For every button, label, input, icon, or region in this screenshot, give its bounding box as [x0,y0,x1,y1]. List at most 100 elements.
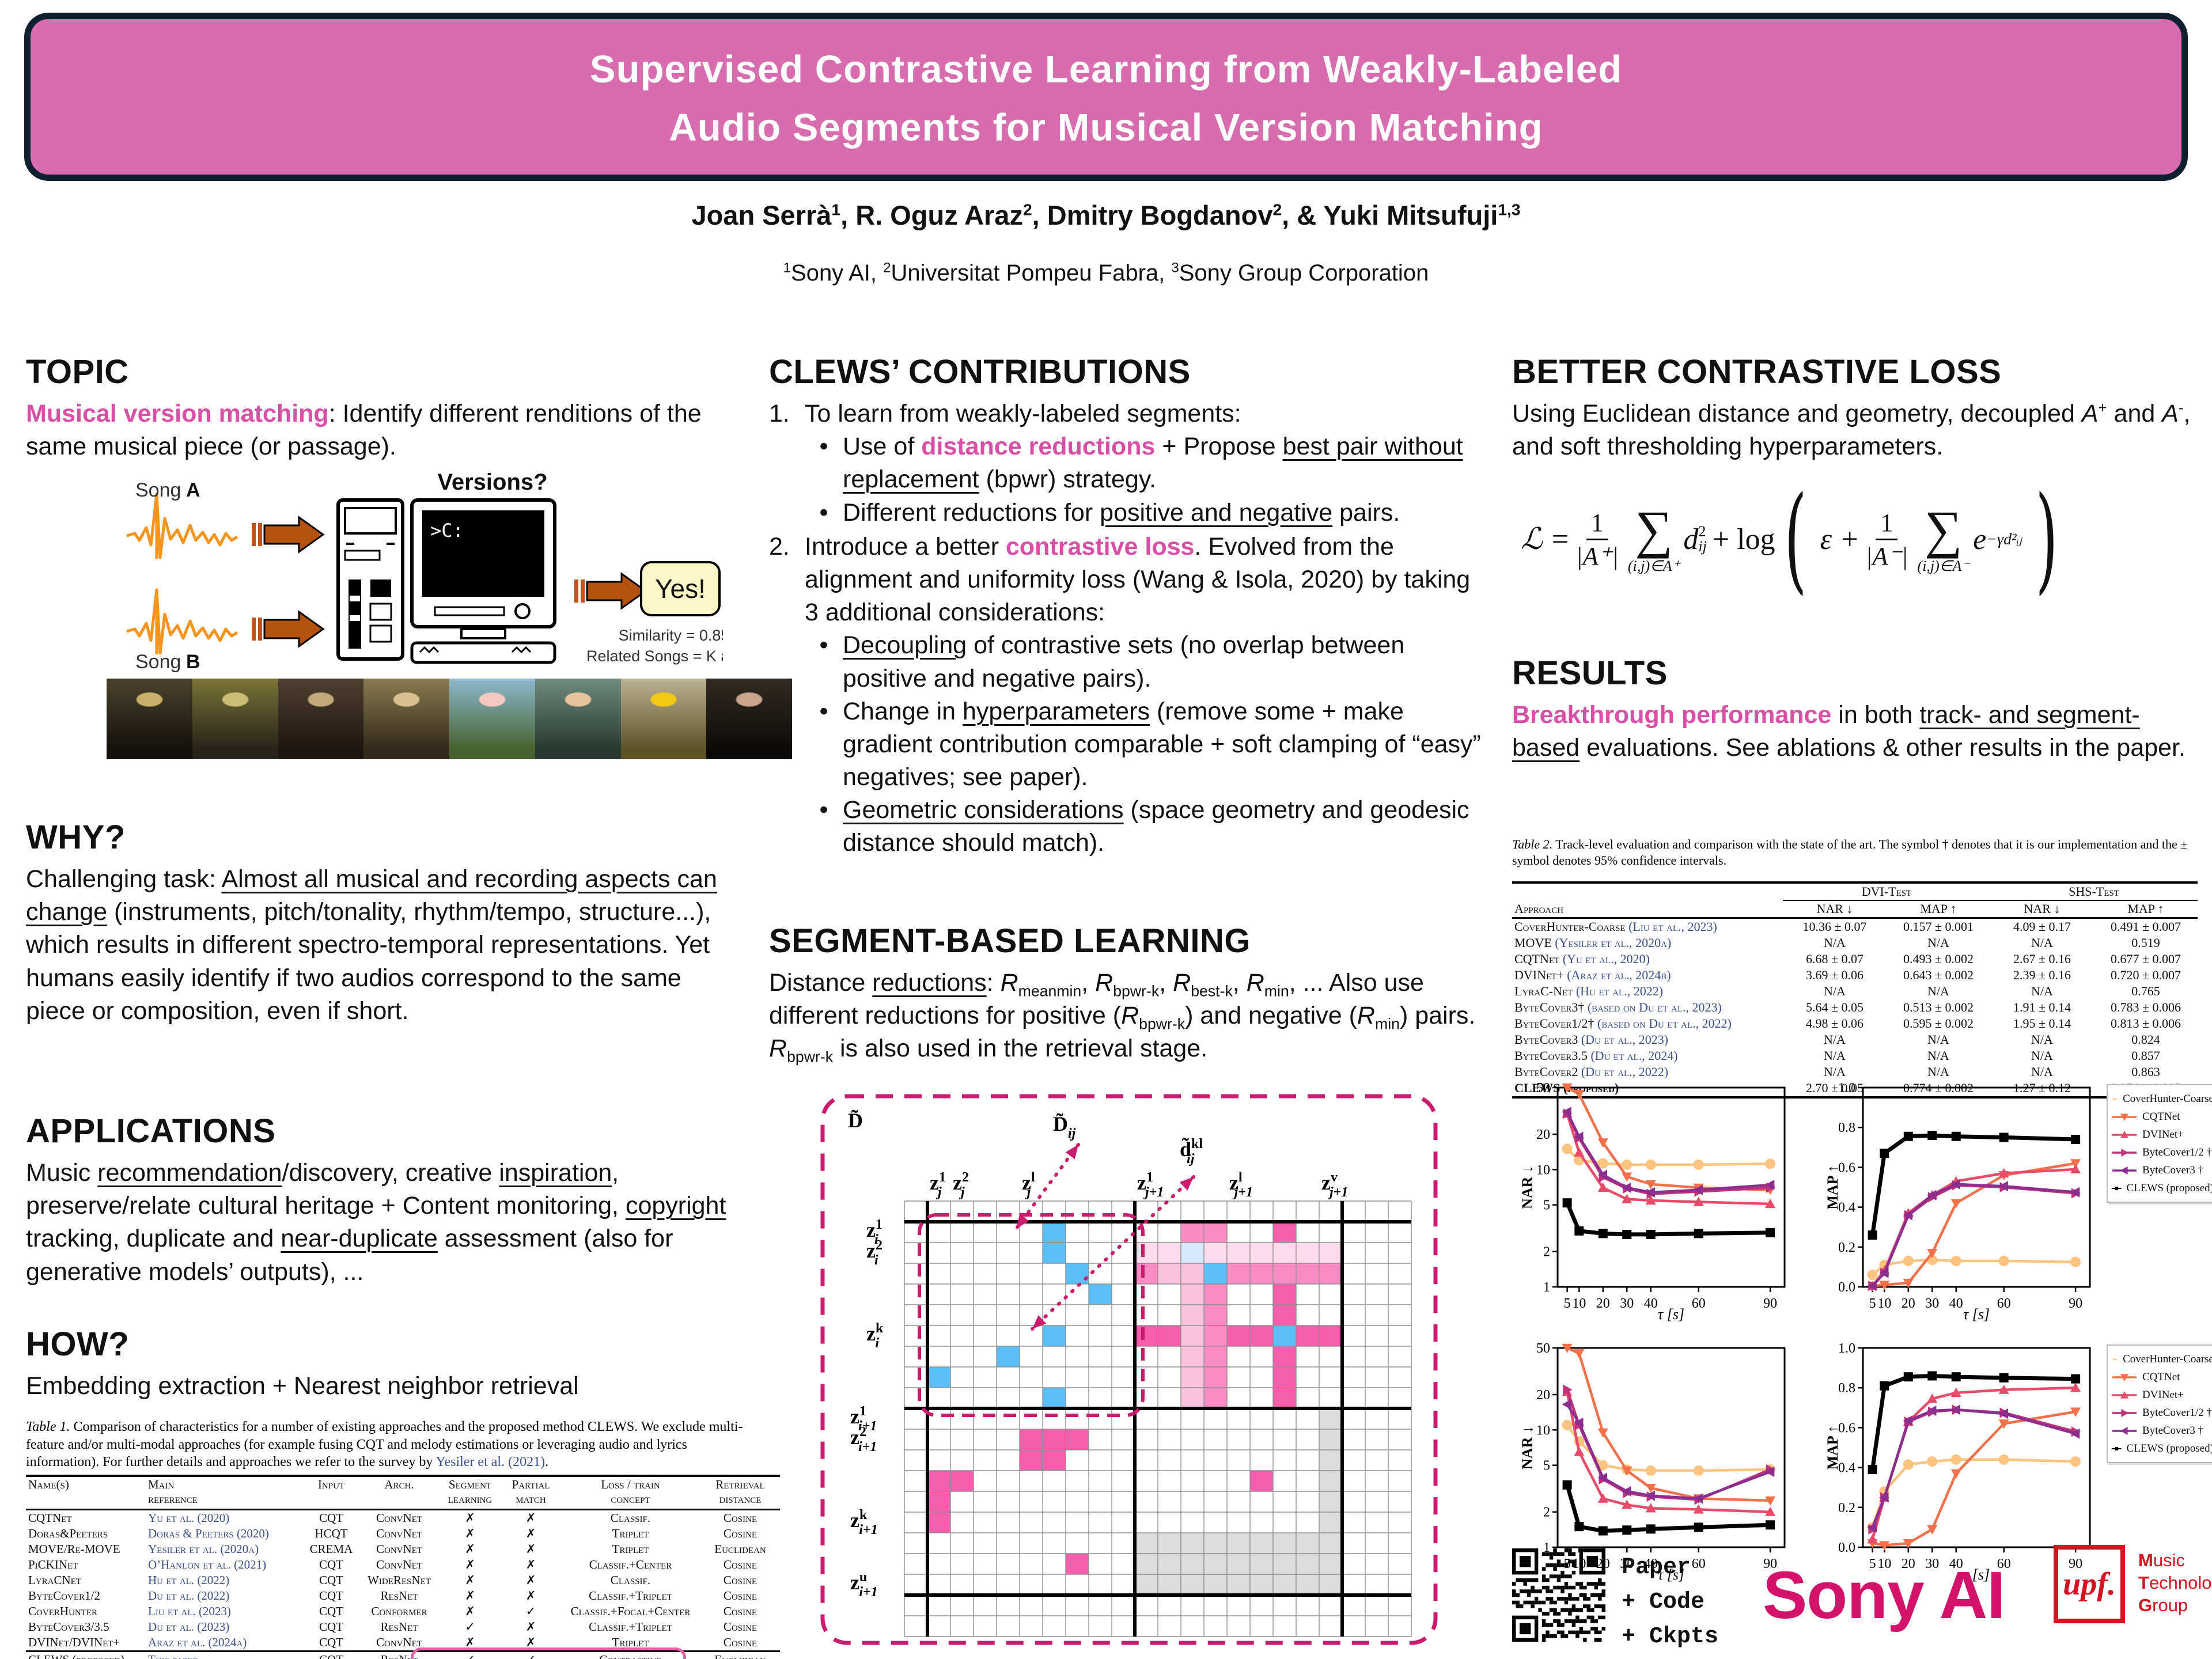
svg-text:1: 1 [1543,1540,1550,1555]
table1-cell: Doras & Peeters (2020) [148,1527,269,1540]
contrib-item-text: Introduce a better contrastive loss. Evo… [805,532,1471,627]
contrib-bullet: • Different reductions for positive and n… [819,498,1400,527]
svg-text:2: 2 [1543,1505,1550,1520]
contrib-item-text: To learn from weakly-labeled segments: [805,400,1241,427]
table1-cell: Euclidean [714,1542,766,1556]
svg-text:20: 20 [1536,1388,1550,1403]
table1-cell: ByteCover1/2 [28,1589,100,1603]
formula-dsupsub: 2 ij [1698,523,1707,555]
legend-entry: CoverHunter-Coarse [2111,1350,2212,1368]
svg-text:40: 40 [1644,1556,1658,1571]
poster-header: Supervised Contrastive Learning from Wea… [24,13,2188,181]
svg-text:NAR ↓: NAR ↓ [1521,1165,1536,1209]
table1-cell: ConvNet [376,1542,422,1556]
table1-cell: Triplet [612,1527,649,1540]
svg-text:30: 30 [1620,1556,1634,1571]
svg-text:z1i: z1 i [866,1217,882,1247]
svg-text:NAR ↓: NAR ↓ [1521,1426,1536,1469]
mtg-logo-text: MusicTechnologyGroup [2138,1550,2212,1616]
mona-panel [449,679,535,759]
svg-text:1.0: 1.0 [1838,1082,1855,1096]
topic-heading: TOPIC [26,353,129,391]
legend-entry: ByteCover1/2 † [2111,1143,2212,1161]
table2: Approach DVI-Test SHS-Test NAR ↓ MAP ↑ NAR ↓ M… [1512,881,2198,1099]
svg-text:2: 2 [1543,1245,1550,1260]
table1-cell: Triplet [612,1542,649,1556]
table1-cell: CLEWS (proposed) [26,1652,146,1659]
table1-header: Name(s) [26,1476,146,1510]
table1-header: Arch. [359,1476,439,1510]
contrib-bullet: • Change in hyperparameters (remove some … [819,697,1481,791]
table1-cell: CQT [319,1573,343,1587]
plot-legend: CoverHunter-Coarse CQTNet DVINet+ ByteCover… [2107,1344,2212,1463]
svg-text:90: 90 [2069,1556,2082,1571]
svg-text:40: 40 [1644,1296,1658,1311]
table2-row: ByteCover3† (based on Du et al., 2023) 5.… [1514,1000,2181,1014]
table1-cell: ✗ [465,1573,475,1587]
table2-row: ByteCover2 (Du et al., 2022) N/A N/A N/A 0.8… [1514,1065,2160,1079]
contributions-list: 1. To learn from weakly-labeled segments:… [769,397,1489,861]
table1-row: DVINet/DVINet+ Araz et al. (2024a) CQT Conv… [26,1635,780,1652]
table1-cell: ✗ [465,1558,475,1571]
formula-lhs: ℒ = [1521,523,1570,556]
legend-entry: CQTNet [2111,1368,2212,1386]
table1-row: CoverHunter Liu et al. (2023) CQT Conformer… [26,1604,780,1619]
qr-caption-line: + Ckpts [1622,1624,1719,1650]
contrib-bullet: • Geometric considerations (space geometr… [819,796,1469,857]
authors-line: Joan Serrà1, R. Oguz Araz2, Dmitry Bogda… [691,200,1521,230]
svg-text:10: 10 [1572,1296,1586,1311]
results-heading: RESULTS [1512,654,1668,692]
svg-text:30: 30 [1925,1556,1939,1571]
plot-map-dvi: 0.0 0.2 0.4 0.6 0.8 1.0 5 10 20 30 40 60 90 τ [s] MAP … [1824,1081,2097,1325]
svg-text:zki: zk i [866,1321,884,1351]
svg-text:0.4: 0.4 [1838,1200,1855,1215]
table1-cell: ConvNet [376,1527,422,1540]
table1-cell: HCQT [315,1527,348,1540]
svg-text:Similarity = 0.85: Similarity = 0.85 [619,627,723,644]
table1-cell: Cosine [723,1604,757,1618]
table1-row: ByteCover1/2 Du et al. (2022) CQT ResNet ✗ ✗ C… [26,1588,780,1604]
table1-cell: ✗ [525,1573,536,1587]
table1-cell: O’Hanlon et al. (2021) [148,1558,267,1571]
table2-row: CoverHunter-Coarse (Liu et al., 2023) 10.… [1514,919,2181,934]
table1-cell: Yesiler et al. (2020a) [148,1542,259,1556]
table1-cell: ResNet [380,1620,418,1634]
table1-cell: ConvNet [376,1558,422,1571]
table1-cell: Araz et al. (2024a) [148,1635,247,1649]
how-heading: HOW? [26,1325,130,1363]
svg-text:D̃ij: D̃ij [1053,1112,1076,1141]
mtg-line: Technology [2138,1572,2212,1593]
table1-cell: ✗ [465,1604,475,1618]
svg-text:5: 5 [1543,1198,1550,1213]
svg-text:60: 60 [1692,1296,1706,1311]
table1-cell: DVINet/DVINet+ [28,1635,120,1649]
svg-text:5: 5 [1869,1556,1876,1571]
svg-text:>C:: >C: [430,520,464,541]
svg-text:60: 60 [1997,1556,2011,1571]
svg-text:1: 1 [1543,1280,1550,1295]
mona-panel [706,679,792,759]
svg-text:zlj: zl j [1022,1170,1035,1200]
svg-text:5: 5 [1543,1459,1550,1474]
svg-text:0.0: 0.0 [1838,1280,1855,1295]
table1-cell: Du et al. (2023) [148,1620,230,1634]
table1-cell: ✓ [465,1620,475,1634]
applications-text: Music recommendation/discovery, creative… [26,1159,726,1286]
contributions-heading: CLEWS’ CONTRIBUTIONS [769,353,1191,391]
table1-cell: ✗ [525,1511,536,1525]
svg-text:z2j: z2 j [953,1170,969,1200]
qr-caption-line: + Code [1622,1589,1705,1615]
svg-text:zki+1: zk i+1 [850,1508,878,1537]
svg-text:30: 30 [1925,1296,1939,1311]
table1-cell: LyraCNet [28,1573,81,1587]
contrastive-loss-formula: ℒ = 1 |A⁺| ∑ (i,j)∈A⁺ d 2 ij + log ( ε + 1 |… [1521,472,2058,606]
svg-text:50: 50 [1536,1082,1550,1096]
mona-panel [620,679,707,759]
table1-cell: Cosine [723,1589,757,1603]
svg-text:z1i+1: z1 i+1 [850,1404,877,1434]
svg-text:D̃: D̃ [848,1109,863,1132]
svg-text:30: 30 [1620,1296,1634,1311]
table1-row: MOVE/Re-MOVE Yesiler et al. (2020a) CREMA C… [26,1541,780,1557]
table2-row: MOVE (Yesiler et al., 2020a) N/A N/A N/A 0.5… [1514,935,2160,950]
table1-cell: Conformer [371,1604,427,1618]
